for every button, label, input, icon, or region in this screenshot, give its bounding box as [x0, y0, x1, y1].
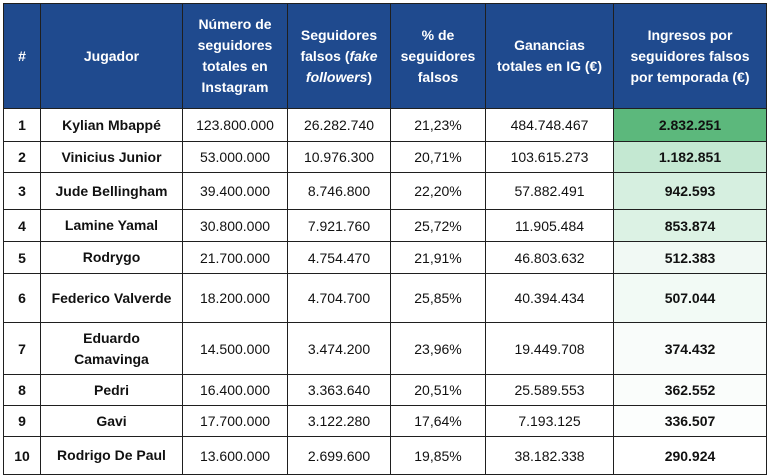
- table-row: 9 Gavi 17.700.000 3.122.280 17,64% 7.193.125 3…: [3, 405, 767, 437]
- cell-fake-percent: 22,20%: [390, 172, 486, 210]
- header-fake-pre: Seguidores falsos (: [300, 26, 378, 64]
- table-row: 3 Jude Bellingham 39.400.000 8.746.800 22,20…: [3, 172, 767, 210]
- cell-income: 290.924: [613, 436, 767, 475]
- cell-rank: 4: [3, 209, 41, 242]
- cell-player: Rodrigo De Paul: [40, 436, 183, 475]
- cell-followers: 39.400.000: [182, 172, 288, 210]
- cell-income: 362.552: [613, 374, 767, 406]
- cell-rank: 10: [3, 436, 41, 475]
- cell-followers: 123.800.000: [182, 108, 288, 142]
- cell-income: 942.593: [613, 172, 767, 210]
- cell-income: 374.432: [613, 322, 767, 375]
- cell-fake-followers: 3.474.200: [287, 322, 391, 375]
- cell-fake-followers: 4.704.700: [287, 273, 391, 323]
- cell-fake-followers: 3.363.640: [287, 374, 391, 406]
- cell-income: 2.832.251: [613, 108, 767, 142]
- cell-rank: 7: [3, 322, 41, 375]
- stats-table-container: # Jugador Número de seguidores totales e…: [3, 3, 767, 475]
- cell-fake-followers: 2.699.600: [287, 436, 391, 475]
- cell-fake-percent: 21,23%: [390, 108, 486, 142]
- cell-earnings: 484.748.467: [485, 108, 614, 142]
- cell-income: 1.182.851: [613, 141, 767, 173]
- cell-player: Vinicius Junior: [40, 141, 183, 173]
- cell-player: Eduardo Camavinga: [40, 322, 183, 375]
- cell-player: Jude Bellingham: [40, 172, 183, 210]
- fake-followers-table: # Jugador Número de seguidores totales e…: [3, 3, 767, 475]
- cell-rank: 8: [3, 374, 41, 406]
- cell-fake-percent: 19,85%: [390, 436, 486, 475]
- cell-player: Federico Valverde: [40, 273, 183, 323]
- cell-player: Rodrygo: [40, 241, 183, 274]
- cell-fake-percent: 21,91%: [390, 241, 486, 274]
- cell-followers: 16.400.000: [182, 374, 288, 406]
- cell-fake-followers: 8.746.800: [287, 172, 391, 210]
- header-earnings: Ganancias totales en IG (€): [485, 3, 614, 109]
- cell-fake-percent: 25,85%: [390, 273, 486, 323]
- header-followers: Número de seguidores totales en Instagra…: [182, 3, 288, 109]
- cell-earnings: 40.394.434: [485, 273, 614, 323]
- cell-rank: 6: [3, 273, 41, 323]
- cell-followers: 18.200.000: [182, 273, 288, 323]
- header-rank: #: [3, 3, 41, 109]
- cell-fake-followers: 3.122.280: [287, 405, 391, 437]
- header-fake-percent: % de seguidores falsos: [390, 3, 486, 109]
- cell-earnings: 103.615.273: [485, 141, 614, 173]
- cell-rank: 3: [3, 172, 41, 210]
- cell-rank: 2: [3, 141, 41, 173]
- cell-income: 507.044: [613, 273, 767, 323]
- table-header: # Jugador Número de seguidores totales e…: [3, 3, 767, 109]
- cell-income: 853.874: [613, 209, 767, 242]
- cell-player: Gavi: [40, 405, 183, 437]
- cell-player: Pedri: [40, 374, 183, 406]
- cell-rank: 9: [3, 405, 41, 437]
- cell-earnings: 38.182.338: [485, 436, 614, 475]
- cell-fake-percent: 20,71%: [390, 141, 486, 173]
- cell-fake-followers: 10.976.300: [287, 141, 391, 173]
- cell-followers: 21.700.000: [182, 241, 288, 274]
- cell-followers: 13.600.000: [182, 436, 288, 475]
- cell-followers: 14.500.000: [182, 322, 288, 375]
- table-row: 10 Rodrigo De Paul 13.600.000 2.699.600 19,8…: [3, 436, 767, 475]
- table-row: 4 Lamine Yamal 30.800.000 7.921.760 25,72% 11…: [3, 209, 767, 242]
- table-row: 1 Kylian Mbappé 123.800.000 26.282.740 21,23…: [3, 108, 767, 142]
- cell-fake-followers: 4.754.470: [287, 241, 391, 274]
- cell-fake-followers: 26.282.740: [287, 108, 391, 142]
- cell-fake-percent: 20,51%: [390, 374, 486, 406]
- cell-player: Lamine Yamal: [40, 209, 183, 242]
- table-row: 2 Vinicius Junior 53.000.000 10.976.300 20,7…: [3, 141, 767, 173]
- cell-earnings: 57.882.491: [485, 172, 614, 210]
- cell-followers: 17.700.000: [182, 405, 288, 437]
- cell-earnings: 11.905.484: [485, 209, 614, 242]
- table-row: 5 Rodrygo 21.700.000 4.754.470 21,91% 46.803.…: [3, 241, 767, 274]
- cell-fake-percent: 25,72%: [390, 209, 486, 242]
- table-body: 1 Kylian Mbappé 123.800.000 26.282.740 21,23…: [3, 108, 767, 475]
- header-fake-followers: Seguidores falsos (fake followers): [287, 3, 391, 109]
- cell-player: Kylian Mbappé: [40, 108, 183, 142]
- header-fake-italic: fake followers: [305, 47, 378, 85]
- cell-followers: 30.800.000: [182, 209, 288, 242]
- cell-earnings: 46.803.632: [485, 241, 614, 274]
- cell-rank: 1: [3, 108, 41, 142]
- cell-rank: 5: [3, 241, 41, 274]
- header-fake-post: ): [367, 68, 373, 85]
- header-row: # Jugador Número de seguidores totales e…: [3, 3, 767, 109]
- cell-fake-percent: 23,96%: [390, 322, 486, 375]
- header-income: Ingresos por seguidores falsos por tempo…: [613, 3, 767, 109]
- cell-income: 512.383: [613, 241, 767, 274]
- header-player: Jugador: [40, 3, 183, 109]
- cell-fake-percent: 17,64%: [390, 405, 486, 437]
- cell-earnings: 7.193.125: [485, 405, 614, 437]
- cell-fake-followers: 7.921.760: [287, 209, 391, 242]
- table-row: 8 Pedri 16.400.000 3.363.640 20,51% 25.589.55…: [3, 374, 767, 406]
- table-row: 6 Federico Valverde 18.200.000 4.704.700 25,…: [3, 273, 767, 323]
- cell-earnings: 25.589.553: [485, 374, 614, 406]
- cell-income: 336.507: [613, 405, 767, 437]
- cell-followers: 53.000.000: [182, 141, 288, 173]
- table-row: 7 Eduardo Camavinga 14.500.000 3.474.200 23,…: [3, 322, 767, 375]
- cell-earnings: 19.449.708: [485, 322, 614, 375]
